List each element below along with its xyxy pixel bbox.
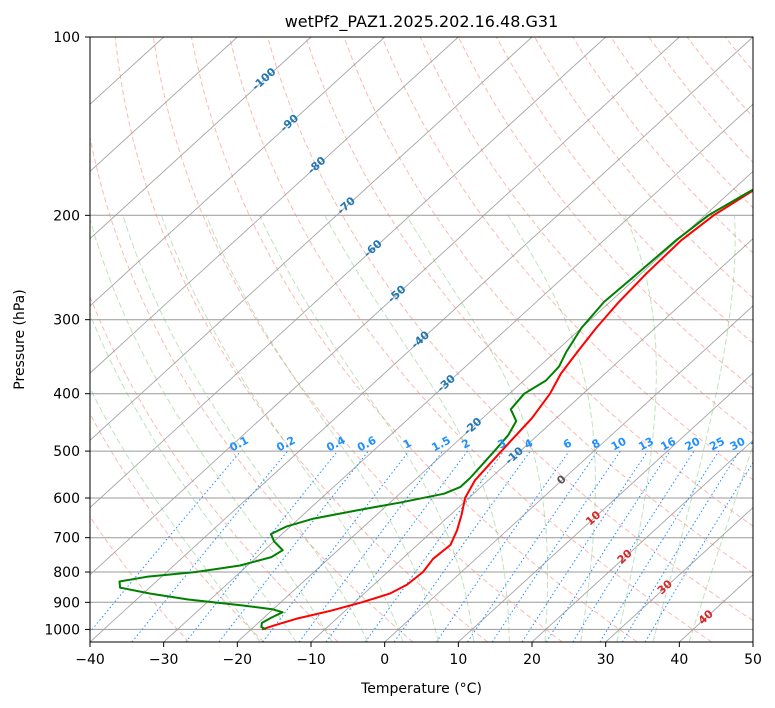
moist-adiabat-line [90, 217, 333, 642]
profile-lines [118, 188, 753, 631]
mixing-ratio-line [572, 450, 695, 642]
dry-adiabat-line [190, 37, 638, 642]
isotherm-line [90, 37, 753, 642]
y-tick-label: 400 [53, 387, 80, 403]
x-tick-label: 50 [744, 652, 762, 668]
isotherm-line [90, 37, 312, 240]
mixing-ratio-line [90, 450, 242, 633]
mixing-ratio-line [131, 450, 288, 642]
dry-adiabat-line [305, 37, 753, 574]
y-tick-label: 300 [53, 313, 80, 329]
mixing-ratio-line [325, 450, 468, 642]
mixing-ratio-line [621, 450, 740, 642]
moist-adiabat-line [90, 313, 297, 642]
y-tick-label: 700 [53, 531, 80, 547]
dewpoint-profile-line [118, 188, 753, 631]
moist-adiabat-line [324, 215, 510, 642]
isotherm-line [90, 37, 680, 576]
y-tick-label: 500 [53, 444, 80, 460]
dry-adiabat-line [90, 412, 264, 642]
y-tick-label: 800 [53, 565, 80, 581]
y-tick-label: 200 [53, 208, 80, 224]
mixing-ratio-line [298, 450, 444, 642]
isotherm-line [384, 305, 753, 642]
x-tick-label: −20 [223, 652, 253, 668]
mixing-ratio-line [545, 450, 671, 642]
isotherms [90, 37, 753, 642]
dry-adiabat-line [381, 37, 753, 481]
dry-adiabat-line [534, 37, 753, 299]
moist-adiabat-line [652, 215, 736, 642]
isotherm-line [531, 439, 753, 642]
y-axis-label: Pressure (hPa) [12, 289, 28, 389]
isotherm-line [310, 238, 753, 642]
dry-adiabat-line [229, 37, 712, 642]
temperature-profile-line [261, 189, 753, 631]
y-tick-label: 900 [53, 595, 80, 611]
x-tick-label: −40 [75, 652, 105, 668]
moist-adiabat-line [688, 444, 753, 642]
isotherm-line [605, 506, 753, 642]
isotherm-line [457, 372, 753, 642]
dry-adiabat-line [152, 37, 563, 642]
mixing-ratio-line [435, 450, 570, 642]
dry-adiabat-line [114, 37, 488, 642]
x-tick-label: −30 [149, 652, 179, 668]
dry-adiabat-line [343, 37, 753, 527]
isotherm-line [90, 37, 607, 509]
dry-adiabat-line [267, 37, 753, 622]
mixing-ratio-line [393, 450, 531, 642]
mixing-ratio-label: 25 [707, 435, 727, 454]
mixing-ratio-label: 10 [609, 435, 629, 454]
x-tick-label: −10 [296, 652, 326, 668]
x-tick-label: 0 [380, 652, 389, 668]
isotherm-line [90, 37, 238, 173]
moist-adiabat-line [205, 215, 439, 642]
mixing-ratio-label: 30 [728, 435, 748, 454]
dry-adiabat-line [763, 37, 775, 642]
x-tick-label: 20 [523, 652, 541, 668]
dry-adiabat-line [419, 37, 753, 435]
dry-adiabat-line [495, 37, 753, 344]
mixing-ratio-line [262, 450, 410, 642]
mixing-ratio-line [491, 450, 621, 642]
y-tick-label: 600 [53, 491, 80, 507]
moist-adiabat-line [160, 215, 404, 642]
isotherm-line [752, 641, 753, 642]
chart-title: wetPf2_PAZ1.2025.202.16.48.G31 [285, 12, 559, 32]
mixing-ratio-label: 20 [683, 435, 703, 454]
mixing-ratio-line [185, 450, 338, 642]
isotherm-line [90, 37, 386, 307]
mixing-ratio-lines [90, 450, 753, 642]
mixing-ratio-label: 16 [658, 435, 678, 454]
moist-adiabat-line [616, 215, 657, 642]
x-axis-label: Temperature (°C) [360, 681, 482, 697]
moist-adiabat-line [122, 215, 369, 642]
x-tick-label: 10 [449, 652, 467, 668]
x-tick-label: 40 [670, 652, 688, 668]
moist-adiabat-line [259, 215, 475, 642]
isotherm-line [90, 37, 533, 441]
mixing-ratio-line [467, 450, 599, 642]
mixing-ratio-line [521, 450, 649, 642]
mixing-ratio-line [364, 450, 505, 642]
mixing-ratio-label: 13 [636, 435, 656, 454]
y-tick-label: 1000 [44, 622, 80, 638]
x-tick-label: 30 [597, 652, 615, 668]
plot-frame [89, 36, 754, 643]
isotherm-line [90, 37, 459, 374]
y-tick-label: 100 [53, 30, 80, 46]
dry-adiabat-line [457, 37, 753, 389]
moist-adiabat-line [405, 215, 549, 642]
mixing-ratio-label: 36 [749, 435, 769, 454]
axes: −40 −30 −20 −10 0 10 20 30 40 50 100 200 300 400 500 60… [44, 30, 762, 668]
isotherm-line [236, 170, 753, 642]
